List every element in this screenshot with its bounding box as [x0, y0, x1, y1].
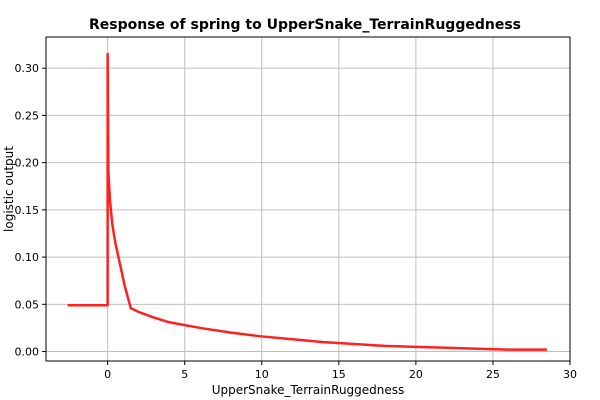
series-line — [67, 52, 547, 351]
chart-title: Response of spring to UpperSnake_Terrain… — [89, 17, 521, 33]
x-tick-label: 30 — [563, 368, 577, 381]
x-tick-label: 5 — [181, 368, 188, 381]
x-axis-label: UpperSnake_TerrainRuggedness — [212, 383, 405, 397]
y-tick-label: 0.15 — [15, 204, 40, 217]
x-tick-label: 20 — [409, 368, 423, 381]
y-tick-label: 0.30 — [15, 62, 40, 75]
y-tick-label: 0.10 — [15, 251, 40, 264]
plot-area — [45, 36, 571, 362]
x-tick-label: 10 — [255, 368, 269, 381]
axis-ticks: 0 5 10 15 20 25 30 0.00 0.05 0.10 0.15 0.20 0.25 0.30 — [15, 62, 578, 381]
y-tick-label: 0.00 — [15, 346, 40, 359]
grid-lines — [46, 37, 571, 361]
y-tick-label: 0.20 — [15, 157, 40, 170]
y-tick-label: 0.05 — [15, 298, 40, 311]
series-layer — [67, 52, 547, 351]
x-tick-label: 0 — [104, 368, 111, 381]
x-tick-label: 25 — [486, 368, 500, 381]
x-tick-label: 15 — [332, 368, 346, 381]
y-axis-label: logistic output — [2, 146, 16, 232]
y-tick-label: 0.25 — [15, 109, 40, 122]
